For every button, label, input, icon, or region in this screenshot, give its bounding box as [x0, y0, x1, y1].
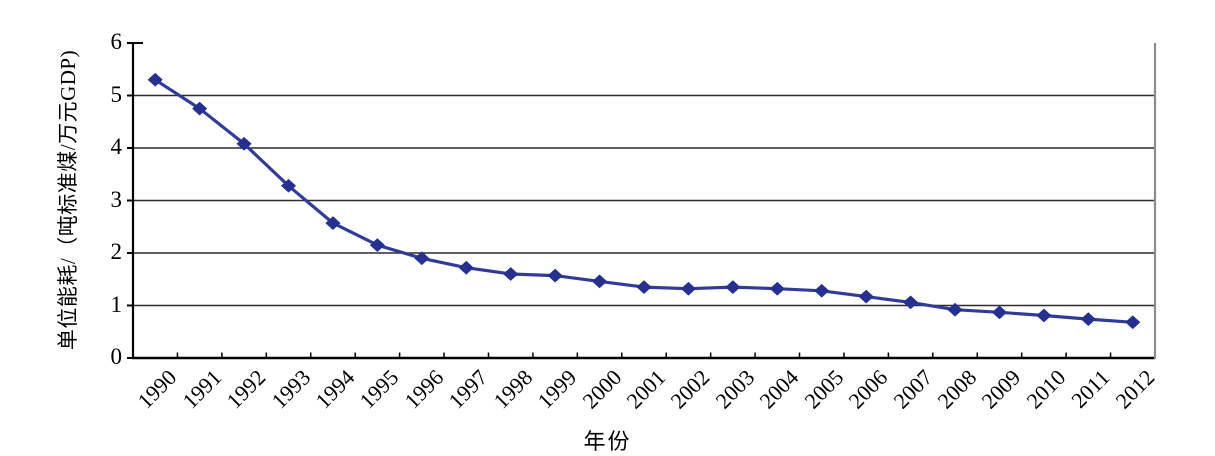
data-point-marker — [680, 281, 696, 296]
data-point-marker — [903, 295, 919, 310]
data-point-marker — [769, 281, 785, 296]
y-tick-label: 4 — [110, 134, 123, 159]
y-tick-label: 6 — [110, 29, 123, 54]
data-point-marker — [1080, 312, 1096, 327]
data-point-marker — [325, 216, 341, 230]
data-point-marker — [192, 101, 208, 116]
data-point-marker — [636, 280, 652, 295]
data-point-marker — [503, 267, 519, 281]
data-point-marker — [991, 305, 1008, 320]
data-point-marker — [547, 268, 563, 283]
data-point-marker — [858, 289, 874, 304]
data-point-marker — [280, 178, 297, 193]
y-tick-label: 5 — [110, 81, 123, 107]
data-point-marker — [725, 280, 741, 295]
x-axis-title: 年份 — [583, 429, 632, 454]
y-tick-label: 0 — [110, 344, 123, 369]
data-point-marker — [814, 283, 830, 298]
data-point-marker — [1125, 315, 1141, 330]
data-point-marker — [414, 251, 430, 266]
data-point-marker — [1036, 308, 1052, 323]
data-point-marker — [236, 136, 252, 151]
y-tick-label: 2 — [110, 239, 123, 264]
data-point-marker — [947, 302, 963, 317]
y-tick-label: 1 — [110, 291, 123, 317]
data-point-marker — [458, 260, 474, 275]
data-point-marker — [592, 274, 608, 289]
data-point-marker — [369, 238, 385, 253]
data-point-marker — [147, 72, 163, 87]
y-tick-label: 3 — [110, 186, 123, 212]
